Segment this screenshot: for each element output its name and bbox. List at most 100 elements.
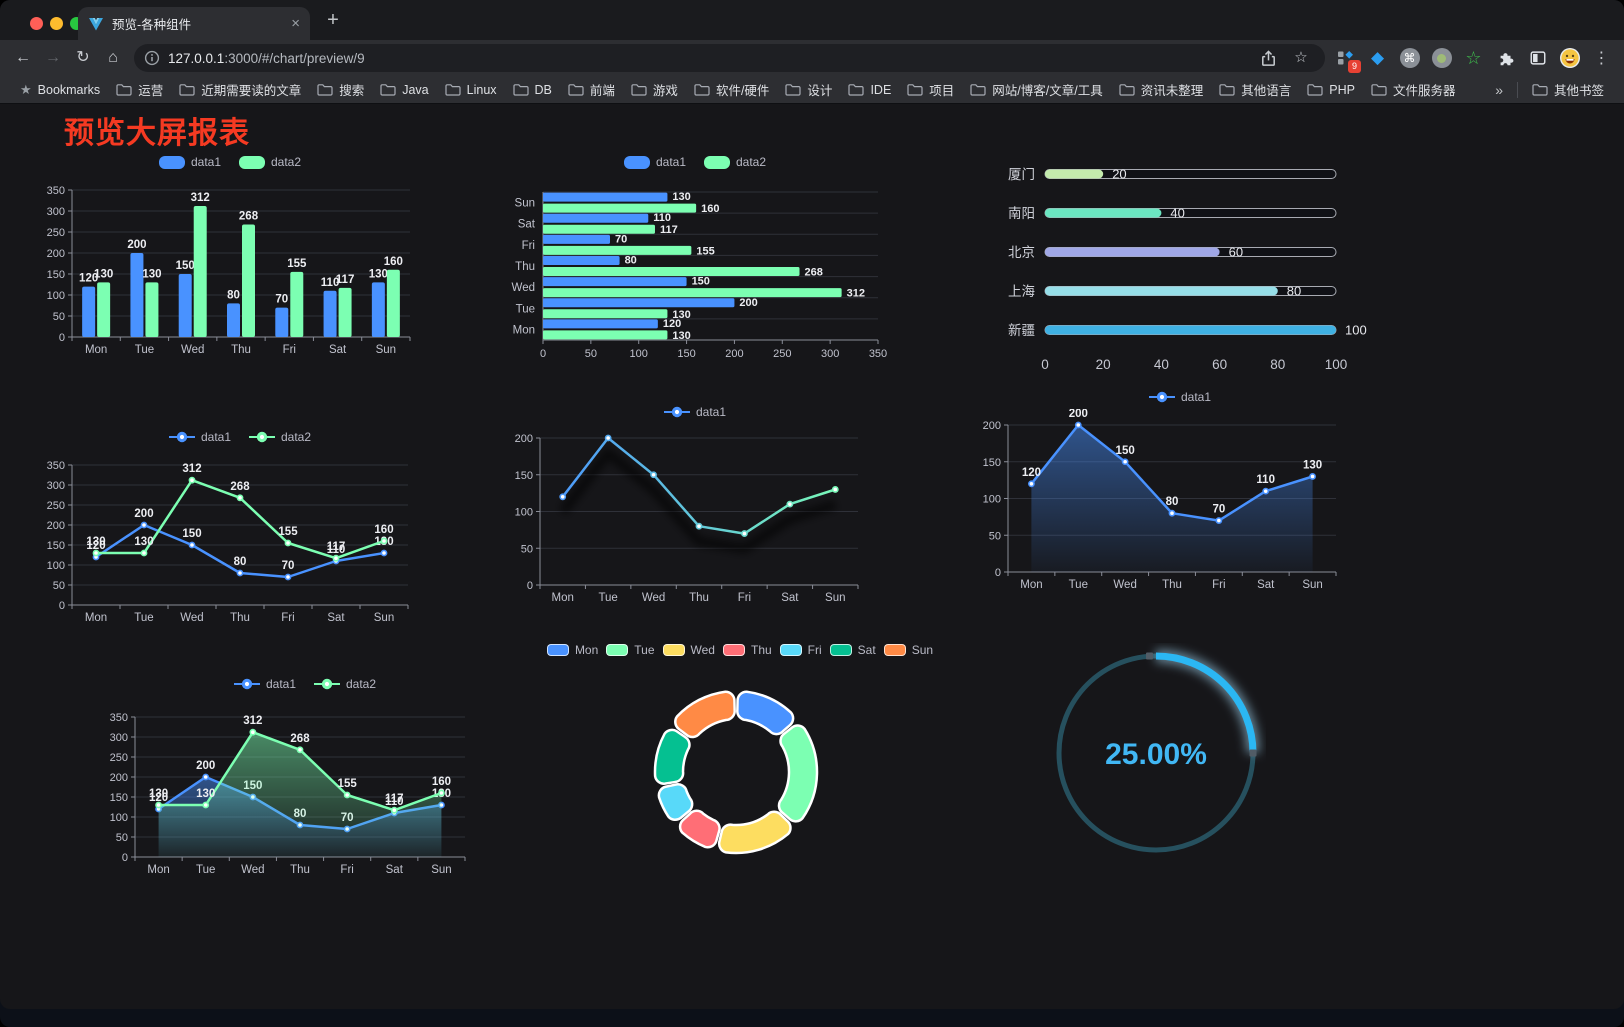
extensions-puzzle-icon[interactable] xyxy=(1491,44,1520,72)
back-icon[interactable]: ← xyxy=(15,49,31,66)
legend-item-Sat[interactable]: Sat xyxy=(829,643,876,657)
forward-icon[interactable]: → xyxy=(45,49,61,66)
bookmarks-manager-item[interactable]: ★ Bookmarks xyxy=(12,79,108,101)
browser-menu-icon[interactable]: ⋮ xyxy=(1593,50,1610,67)
profile-avatar[interactable] xyxy=(1555,44,1584,72)
bookmark-folder[interactable]: 项目 xyxy=(899,77,962,102)
svg-text:0: 0 xyxy=(540,348,546,360)
svg-text:312: 312 xyxy=(182,463,201,475)
legend-item-data1[interactable]: data1 xyxy=(663,405,726,419)
extension-record-icon[interactable] xyxy=(1427,44,1456,72)
svg-text:Sat: Sat xyxy=(1257,579,1275,591)
reload-icon[interactable]: ↻ xyxy=(76,49,90,66)
legend-label: Wed xyxy=(690,643,715,657)
legend-marker xyxy=(829,644,852,656)
bookmark-folder[interactable]: 设计 xyxy=(777,77,840,102)
folder-icon xyxy=(1219,83,1235,96)
legend-item-data1[interactable]: data1 xyxy=(158,155,221,169)
share-icon[interactable] xyxy=(1259,49,1287,68)
svg-text:150: 150 xyxy=(182,528,201,540)
legend-item-data2[interactable]: data2 xyxy=(249,430,311,444)
extension-grid-diamond-icon[interactable]: 9 xyxy=(1331,44,1361,73)
svg-text:Sat: Sat xyxy=(329,344,347,356)
bookmark-folder[interactable]: 近期需要读的文章 xyxy=(171,77,309,102)
other-bookmarks-folder[interactable]: 其他书签 xyxy=(1524,77,1612,102)
legend-item-Fri[interactable]: Fri xyxy=(779,643,822,657)
legend-marker xyxy=(158,155,185,169)
bookmark-folder[interactable]: 文件服务器 xyxy=(1363,77,1464,102)
svg-text:Fri: Fri xyxy=(1212,579,1225,591)
legend-item-Mon[interactable]: Mon xyxy=(546,643,598,657)
svg-text:350: 350 xyxy=(47,460,65,472)
bookmark-folder[interactable]: DB xyxy=(505,77,560,102)
side-panel-icon[interactable] xyxy=(1523,44,1552,72)
legend-item-Tue[interactable]: Tue xyxy=(606,643,655,657)
svg-text:Thu: Thu xyxy=(515,261,535,273)
svg-text:200: 200 xyxy=(739,297,757,309)
bookmark-folder[interactable]: 游戏 xyxy=(623,77,686,102)
bookmark-star-icon[interactable]: ☆ xyxy=(1294,49,1308,66)
bookmark-folder[interactable]: IDE xyxy=(840,77,899,102)
legend-marker xyxy=(1148,391,1175,403)
legend-item-data2[interactable]: data2 xyxy=(704,155,766,169)
legend-item-data1[interactable]: data1 xyxy=(168,430,231,444)
extension-gem-icon[interactable]: ◆ xyxy=(1370,48,1385,67)
legend-item-data2[interactable]: data2 xyxy=(239,155,301,169)
window-minimize-button[interactable] xyxy=(50,17,63,30)
tab-title: 预览-各种组件 xyxy=(112,18,192,32)
bookmark-folder[interactable]: Java xyxy=(372,77,436,102)
svg-text:130: 130 xyxy=(672,191,690,203)
home-icon[interactable]: ⌂ xyxy=(108,49,118,66)
tab-close-icon[interactable]: × xyxy=(291,15,300,32)
legend-label: Fri xyxy=(807,643,822,657)
svg-text:Mon: Mon xyxy=(1020,579,1042,591)
bookmark-folder[interactable]: 运营 xyxy=(108,77,171,102)
legend-item-Wed[interactable]: Wed xyxy=(662,643,715,657)
legend-item-data1[interactable]: data1 xyxy=(623,155,686,169)
bookmark-folder[interactable]: 其他语言 xyxy=(1211,77,1299,102)
gauge-chart: 25.00% xyxy=(1046,643,1266,863)
bookmark-label: 其他语言 xyxy=(1241,84,1292,98)
svg-text:130: 130 xyxy=(149,788,168,800)
legend-item-Thu[interactable]: Thu xyxy=(722,643,772,657)
site-info-icon[interactable] xyxy=(144,50,160,66)
window-close-button[interactable] xyxy=(30,17,43,30)
bookmark-label: 游戏 xyxy=(652,84,678,98)
bookmark-folder[interactable]: 前端 xyxy=(560,77,623,102)
svg-text:200: 200 xyxy=(196,760,215,772)
browser-tab[interactable]: 预览-各种组件 × xyxy=(78,7,310,40)
svg-text:130: 130 xyxy=(672,309,690,321)
city-progress-bar-chart: 厦门 20 南阳 40 北京 60 上海 80 新疆 100 0 20 40 60 80 100 xyxy=(990,150,1390,385)
extension-green-star-icon[interactable]: ☆ xyxy=(1465,47,1482,68)
bookmark-folder[interactable]: 资讯未整理 xyxy=(1111,77,1212,102)
bookmark-label: Java xyxy=(402,82,429,97)
svg-text:100: 100 xyxy=(47,290,65,302)
svg-text:300: 300 xyxy=(47,206,65,218)
line-two-series-canvas: 0 50 100 150 200 250 300 350 Mon Tue Wed Thu Fri Sat S… xyxy=(47,460,409,624)
new-tab-button[interactable]: + xyxy=(327,9,339,31)
legend-marker xyxy=(606,644,629,656)
bookmarks-overflow-chevron[interactable]: » xyxy=(1495,81,1503,98)
bookmark-folder[interactable]: 搜索 xyxy=(309,77,372,102)
svg-text:50: 50 xyxy=(521,543,533,555)
legend-item-data1[interactable]: data1 xyxy=(233,677,296,691)
legend-item-data1[interactable]: data1 xyxy=(1148,390,1211,404)
folder-icon xyxy=(785,83,802,96)
svg-text:80: 80 xyxy=(227,289,240,301)
bookmark-folder[interactable]: PHP xyxy=(1299,77,1363,102)
svg-text:117: 117 xyxy=(660,224,678,236)
svg-text:50: 50 xyxy=(53,580,65,592)
bookmark-folder[interactable]: 软件/硬件 xyxy=(686,77,777,102)
two-series-area-chart: data1 data2 0 50 100 150 200 250 300 350 Mon Tue Wed… xyxy=(105,672,505,892)
svg-text:100: 100 xyxy=(110,812,128,824)
svg-text:50: 50 xyxy=(53,311,65,323)
extension-command-icon[interactable]: ⌘ xyxy=(1395,44,1424,72)
address-bar[interactable]: 127.0.0.1:3000/#/chart/preview/9 ☆ xyxy=(134,44,1325,72)
svg-text:117: 117 xyxy=(385,793,404,805)
legend-item-data2[interactable]: data2 xyxy=(314,677,376,691)
legend-label: Sat xyxy=(857,643,876,657)
bookmark-folder[interactable]: 网站/博客/文章/工具 xyxy=(962,77,1110,102)
legend-item-Sun[interactable]: Sun xyxy=(883,643,933,657)
svg-text:150: 150 xyxy=(677,348,695,360)
bookmark-folder[interactable]: Linux xyxy=(437,77,505,102)
